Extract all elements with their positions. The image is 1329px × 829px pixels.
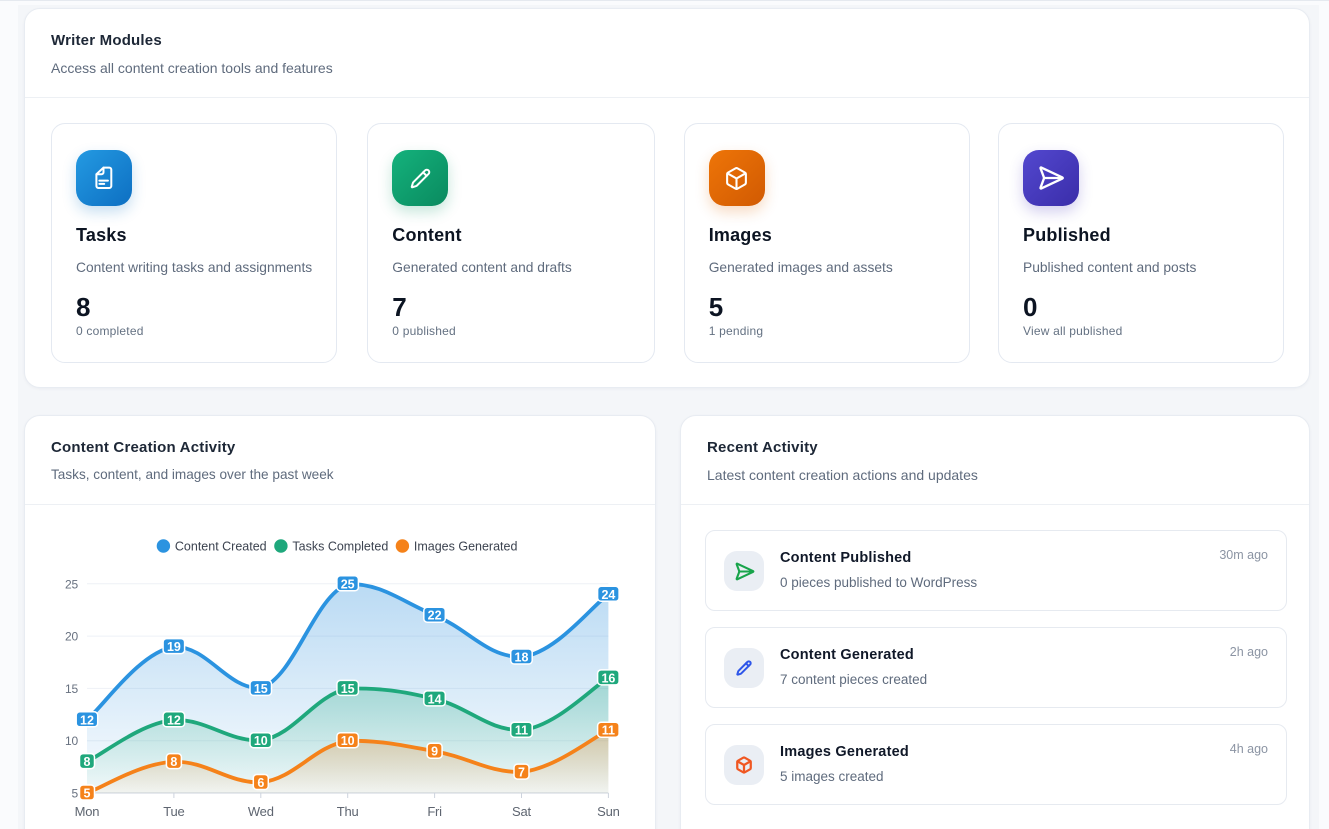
svg-text:11: 11 — [602, 724, 615, 738]
svg-text:Mon: Mon — [75, 804, 100, 819]
svg-text:25: 25 — [65, 577, 78, 591]
svg-text:5: 5 — [72, 787, 79, 801]
svg-text:24: 24 — [601, 588, 615, 602]
svg-text:10: 10 — [65, 734, 78, 748]
svg-text:25: 25 — [341, 577, 355, 591]
svg-text:18: 18 — [515, 651, 529, 665]
svg-text:19: 19 — [167, 640, 181, 654]
svg-text:Sat: Sat — [512, 804, 532, 819]
svg-text:15: 15 — [65, 682, 78, 696]
svg-text:8: 8 — [84, 755, 91, 769]
svg-text:Thu: Thu — [337, 804, 359, 819]
svg-text:7: 7 — [518, 766, 525, 780]
svg-text:Content Created: Content Created — [175, 540, 267, 554]
svg-text:Fri: Fri — [427, 804, 442, 819]
svg-text:12: 12 — [80, 713, 94, 727]
svg-text:12: 12 — [167, 713, 181, 727]
svg-text:10: 10 — [254, 734, 268, 748]
svg-text:15: 15 — [254, 682, 268, 696]
svg-text:8: 8 — [170, 755, 177, 769]
svg-text:Wed: Wed — [248, 804, 274, 819]
svg-text:15: 15 — [341, 682, 355, 696]
svg-text:20: 20 — [65, 630, 78, 644]
svg-text:9: 9 — [431, 745, 438, 759]
svg-text:11: 11 — [515, 724, 528, 738]
svg-text:6: 6 — [257, 776, 264, 790]
svg-text:Images Generated: Images Generated — [414, 540, 518, 554]
svg-text:5: 5 — [84, 787, 91, 801]
svg-text:Tasks Completed: Tasks Completed — [292, 540, 388, 554]
svg-text:16: 16 — [601, 671, 615, 685]
svg-text:14: 14 — [428, 692, 442, 706]
svg-text:Sun: Sun — [597, 804, 620, 819]
svg-text:10: 10 — [341, 734, 355, 748]
svg-text:Tue: Tue — [163, 804, 184, 819]
svg-text:22: 22 — [428, 609, 442, 623]
